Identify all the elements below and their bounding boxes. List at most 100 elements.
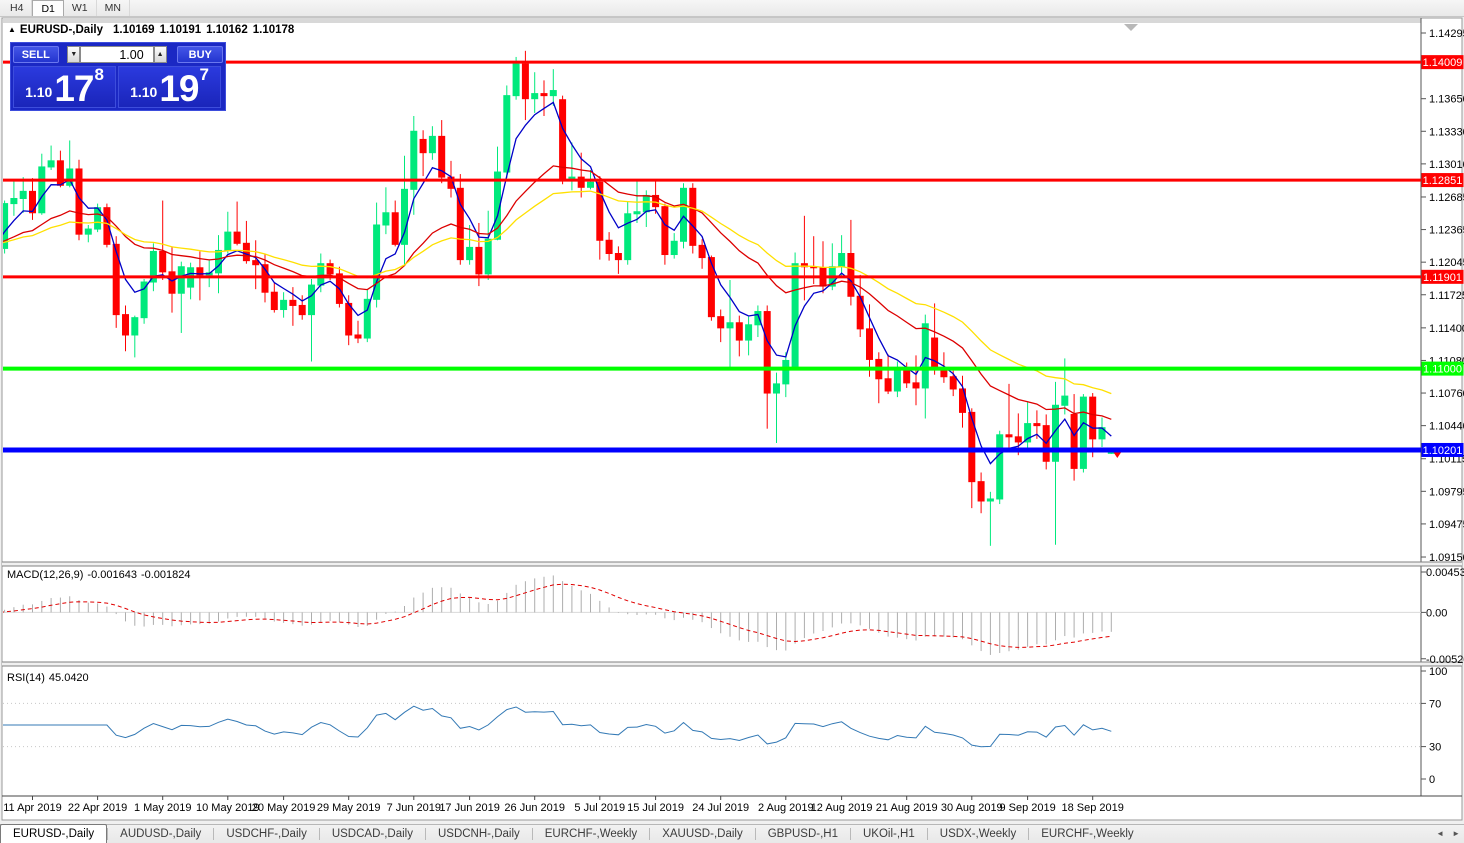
bid-price-big: 17: [54, 67, 94, 109]
svg-text:0.00: 0.00: [1426, 607, 1447, 619]
timeframe-button-h4[interactable]: H4: [2, 0, 33, 16]
svg-text:70: 70: [1429, 698, 1441, 710]
svg-text:1.12851: 1.12851: [1423, 175, 1463, 187]
svg-text:1.09150: 1.09150: [1429, 552, 1464, 564]
tab-usdcnh-daily-4[interactable]: USDCNH-,Daily: [437, 827, 520, 840]
timeframe-button-w1[interactable]: W1: [64, 0, 97, 16]
tab-separator: [649, 828, 651, 840]
chart-title: ▲ EURUSD-,Daily 1.10169 1.10191 1.10162 1.101…: [8, 24, 299, 36]
svg-text:1.13010: 1.13010: [1429, 159, 1464, 171]
svg-text:2 Aug 2019: 2 Aug 2019: [758, 802, 814, 814]
sell-button[interactable]: SELL: [13, 46, 59, 63]
tab-separator: [531, 828, 533, 840]
tab-separator: [1028, 828, 1030, 840]
ask-price-box[interactable]: 1.10 19 7: [118, 65, 221, 108]
timeframe-button-d1[interactable]: D1: [32, 0, 64, 16]
tab-audusd-daily-1[interactable]: AUDUSD-,Daily: [120, 827, 202, 840]
macd-indicator-label: MACD(12,26,9) -0.001643 -0.001824: [7, 569, 195, 581]
macd-main-value: -0.001643: [87, 569, 137, 581]
svg-text:1.13650: 1.13650: [1429, 94, 1464, 106]
tab-xauusd-daily-6[interactable]: XAUUSD-,Daily: [662, 827, 743, 840]
ohlc-low: 1.10162: [206, 24, 248, 36]
chart-shift-marker-icon[interactable]: [1124, 24, 1138, 31]
tab-eurchf-weekly-5[interactable]: EURCHF-,Weekly: [544, 827, 638, 840]
svg-text:11 Apr 2019: 11 Apr 2019: [3, 802, 62, 814]
svg-text:26 Jun 2019: 26 Jun 2019: [504, 802, 565, 814]
tab-separator: [926, 828, 928, 840]
window-marker-icon: ▲: [8, 25, 16, 34]
svg-text:1.12045: 1.12045: [1429, 257, 1464, 269]
tab-usdcad-daily-3[interactable]: USDCAD-,Daily: [331, 827, 413, 840]
timeframe-button-mn[interactable]: MN: [97, 0, 130, 16]
sell-arrow-icon: [1113, 452, 1122, 458]
svg-text:30: 30: [1429, 742, 1441, 754]
svg-text:22 Apr 2019: 22 Apr 2019: [68, 802, 127, 814]
svg-text:0: 0: [1429, 774, 1435, 786]
ma-line-34: [3, 190, 1112, 395]
tab-separator: [107, 828, 109, 840]
bid-price-main: 1.10: [25, 84, 53, 100]
volume-decrease-button[interactable]: ▼: [67, 46, 81, 63]
macd-pane: [3, 575, 1421, 655]
svg-text:100: 100: [1429, 666, 1447, 678]
ma-line-20: [3, 165, 1112, 420]
volume-input[interactable]: 1.00: [80, 46, 154, 63]
bid-price-box[interactable]: 1.10 17 8: [13, 65, 116, 109]
svg-text:10 May 2019: 10 May 2019: [196, 802, 260, 814]
svg-text:1.14009: 1.14009: [1423, 57, 1463, 69]
time-scale[interactable]: 11 Apr 2019 22 Apr 2019 1 May 2019 10 May 2…: [3, 796, 1124, 814]
svg-text:17 Jun 2019: 17 Jun 2019: [439, 802, 500, 814]
svg-text:29 May 2019: 29 May 2019: [317, 802, 381, 814]
chevron-up-icon: ▲: [156, 51, 164, 58]
tab-separator: [318, 828, 320, 840]
svg-text:1.11901: 1.11901: [1423, 272, 1462, 284]
bid-price-sup: 8: [94, 65, 104, 84]
macd-signal-value: -0.001824: [140, 569, 191, 581]
tab-scroll-right-icon[interactable]: ►: [1452, 829, 1460, 838]
svg-text:30 Aug 2019: 30 Aug 2019: [941, 802, 1003, 814]
svg-text:1.13330: 1.13330: [1429, 126, 1464, 138]
tab-usdx-weekly-9[interactable]: USDX-,Weekly: [939, 827, 1017, 840]
svg-text:1.11400: 1.11400: [1429, 323, 1464, 335]
tab-usdchf-daily-2[interactable]: USDCHF-,Daily: [226, 827, 307, 840]
ask-price-main: 1.10: [130, 84, 158, 100]
main-chart-pane: [3, 50, 1122, 546]
svg-text:1.10201: 1.10201: [1423, 445, 1463, 457]
ohlc-high: 1.10191: [159, 24, 202, 36]
volume-increase-button[interactable]: ▲: [153, 46, 167, 63]
tab-separator: [213, 828, 215, 840]
svg-text:20 May 2019: 20 May 2019: [252, 802, 316, 814]
ohlc-open: 1.10169: [113, 24, 155, 36]
svg-text:18 Sep 2019: 18 Sep 2019: [1062, 802, 1124, 814]
rsi-line: [3, 705, 1112, 748]
svg-text:7 Jun 2019: 7 Jun 2019: [387, 802, 441, 814]
tab-gbpusd-h1-7[interactable]: GBPUSD-,H1: [767, 827, 838, 840]
buy-button[interactable]: BUY: [177, 46, 224, 63]
price-scale[interactable]: 1.14295 1.13650 1.13330 1.13010 1.12685 1.123…: [1421, 28, 1464, 564]
svg-text:1.11000: 1.11000: [1423, 364, 1462, 376]
tab-separator: [424, 828, 426, 840]
rsi-pane: [3, 702, 1421, 748]
timeframe-toolbar: H4 D1 W1 MN: [0, 0, 1464, 17]
svg-text:1.12365: 1.12365: [1429, 225, 1464, 237]
tab-separator: [850, 828, 851, 840]
rsi-indicator-label: RSI(14) 45.0420: [7, 672, 93, 684]
svg-text:1.09475: 1.09475: [1429, 519, 1464, 531]
tab-ukoil-h1-8[interactable]: UKOil-,H1: [863, 827, 915, 840]
tab-eurusd-daily-0[interactable]: EURUSD-,Daily: [0, 823, 108, 843]
chart-symbol-label: EURUSD-,Daily: [19, 24, 103, 36]
one-click-trade-panel: SELL ▼ 1.00 ▲ BUY 1.10 17 8 1.10 19 7: [10, 42, 226, 111]
tab-scroll-left-icon[interactable]: ◄: [1436, 829, 1445, 838]
rsi-name: RSI(14): [7, 672, 45, 684]
svg-text:0.004536: 0.004536: [1426, 567, 1464, 579]
ma-line-5: [3, 101, 1112, 465]
svg-text:24 Jul 2019: 24 Jul 2019: [692, 802, 749, 814]
symbol-tab-bar: EURUSD-,Daily AUDUSD-,Daily USDCHF-,Daily U…: [0, 823, 1464, 843]
ohlc-close: 1.10178: [252, 24, 295, 36]
tab-eurchf-weekly-10[interactable]: EURCHF-,Weekly: [1041, 827, 1134, 840]
tab-separator: [754, 828, 756, 840]
rsi-value: 45.0420: [48, 672, 89, 684]
svg-text:15 Jul 2019: 15 Jul 2019: [627, 802, 684, 814]
